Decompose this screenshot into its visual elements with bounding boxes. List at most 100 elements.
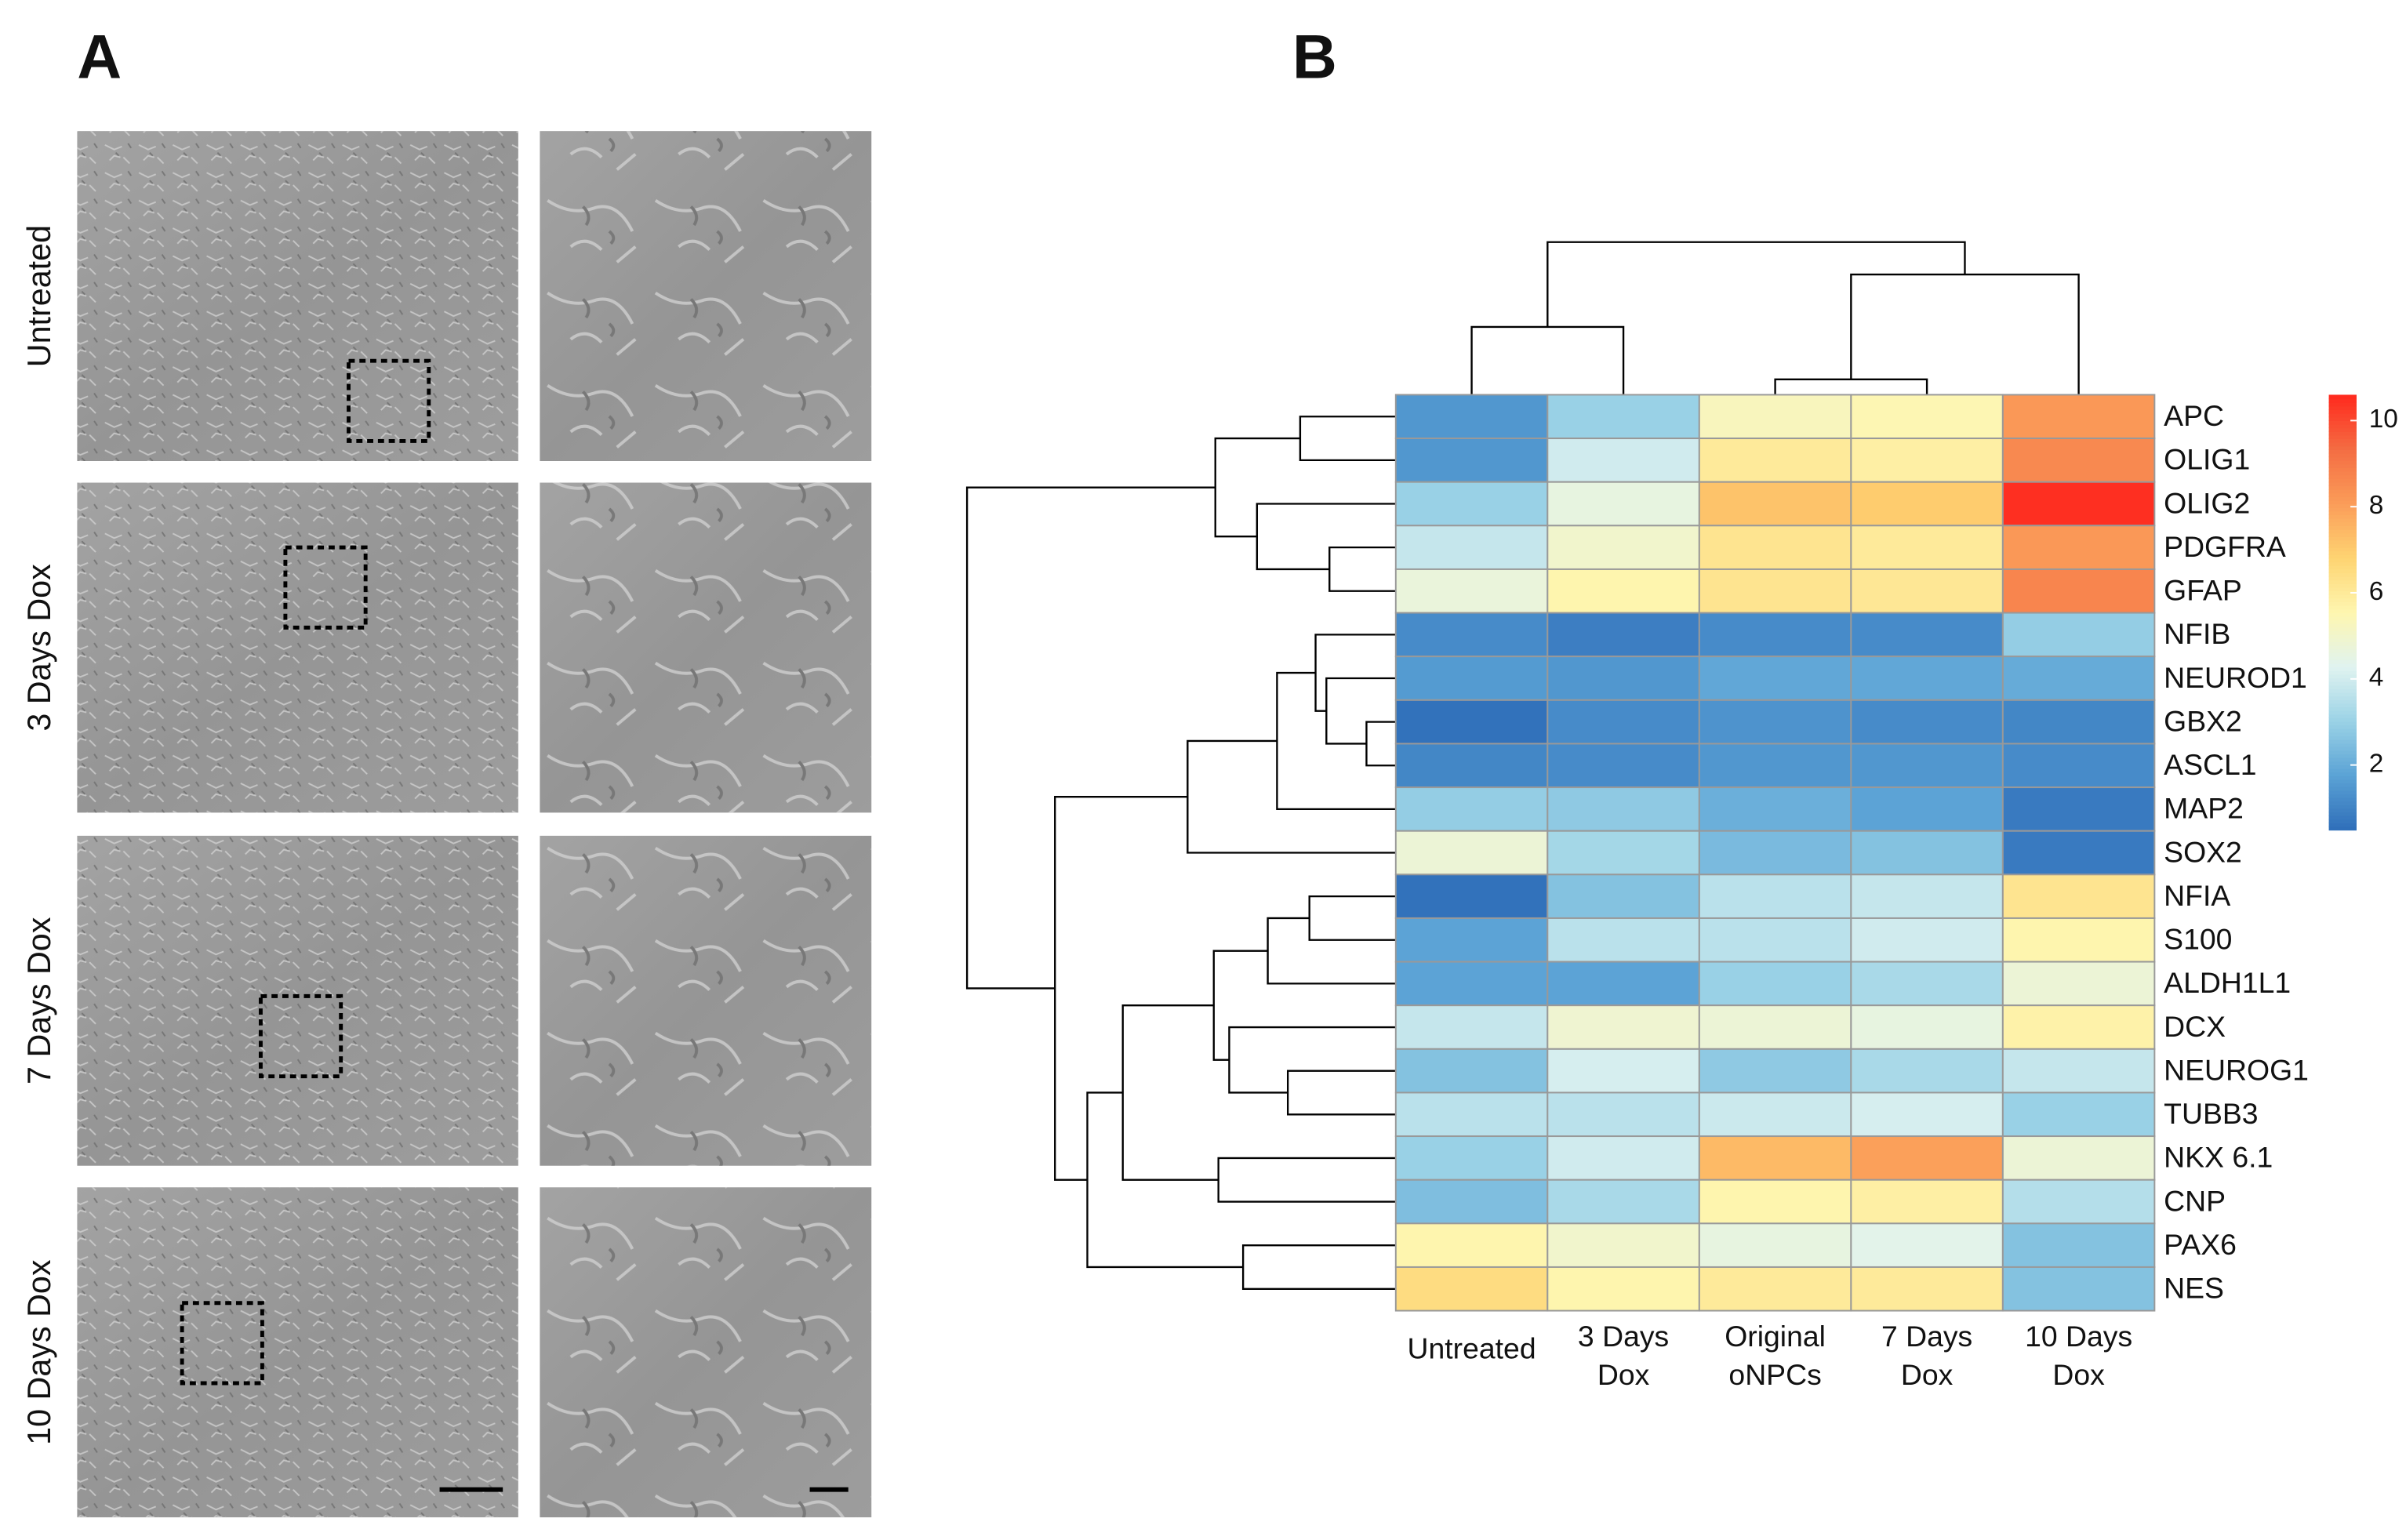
heatmap-cell <box>1546 1179 1700 1225</box>
micrograph-texture <box>77 835 518 1166</box>
heatmap-cell <box>2001 1048 2156 1094</box>
colorbar-segment <box>2328 811 2357 816</box>
colorbar-segment <box>2328 768 2357 773</box>
row-label: MAP2 <box>2164 792 2244 825</box>
heatmap-cell <box>1698 961 1852 1007</box>
colorbar-segment <box>2328 815 2357 820</box>
heatmap-cell <box>1546 1091 1700 1138</box>
colorbar-segment <box>2328 608 2357 613</box>
heatmap-cell <box>1394 961 1549 1007</box>
row-label: S100 <box>2164 923 2232 956</box>
dendrogram-branch <box>1850 273 2080 395</box>
heatmap-cell <box>2001 874 2156 919</box>
heatmap-cell <box>1698 830 1852 876</box>
colorbar-segment <box>2328 528 2357 534</box>
colorbar-segment <box>2328 717 2357 722</box>
zoom-box <box>347 358 431 443</box>
colorbar-segment <box>2328 721 2357 726</box>
heatmap-cell <box>1850 1048 2004 1094</box>
colorbar-tick-label: 2 <box>2369 749 2384 778</box>
heatmap-cell <box>2001 917 2156 963</box>
heatmap-cell <box>1698 568 1852 614</box>
colorbar-segment <box>2328 445 2357 450</box>
heatmap-cell <box>2001 699 2156 745</box>
column-label: Original oNPCs <box>1725 1320 1826 1391</box>
dendrogram-branch <box>1187 739 1396 854</box>
colorbar-segment <box>2328 449 2357 454</box>
heatmap-cell <box>1546 961 1700 1007</box>
row-label: SOX2 <box>2164 835 2242 868</box>
heatmap-cell <box>1394 394 1549 440</box>
heatmap-cell <box>1698 1004 1852 1050</box>
colorbar-segment <box>2328 576 2357 581</box>
heatmap-cell <box>2001 1091 2156 1138</box>
heatmap-cell <box>1850 786 2004 832</box>
heatmap-cell <box>1546 525 1700 570</box>
dendrogram-branch <box>1299 416 1396 462</box>
heatmap-cell <box>1698 525 1852 570</box>
row-label: ASCL1 <box>2164 748 2256 781</box>
heatmap-cell <box>2001 830 2156 876</box>
colorbar-segment <box>2328 565 2357 570</box>
colorbar-segment <box>2328 808 2357 813</box>
heatmap-cell <box>1394 830 1549 876</box>
colorbar-segment <box>2328 743 2357 747</box>
colorbar-segment <box>2328 739 2357 744</box>
heatmap-cell <box>1698 874 1852 919</box>
heatmap-cell <box>1850 1135 2004 1181</box>
colorbar-segment <box>2328 536 2357 541</box>
heatmap-cell <box>1546 481 1700 527</box>
colorbar-segment <box>2328 456 2357 461</box>
colorbar-segment <box>2328 452 2357 458</box>
colorbar-segment <box>2328 481 2357 487</box>
colorbar-segment <box>2328 547 2357 552</box>
heatmap-cell <box>1850 1004 2004 1050</box>
colorbar-segment <box>2328 685 2357 689</box>
row-label: NKX 6.1 <box>2164 1141 2273 1174</box>
heatmap-cell <box>1850 525 2004 570</box>
heatmap-cell <box>1546 699 1700 745</box>
heatmap-cell <box>1394 1004 1549 1050</box>
heatmap-cell <box>1546 394 1700 440</box>
heatmap-cell <box>1546 917 1700 963</box>
heatmap-cell <box>1546 1048 1700 1094</box>
dendrogram-branch <box>1365 721 1396 767</box>
colorbar-segment <box>2328 590 2357 595</box>
colorbar-segment <box>2328 779 2357 784</box>
colorbar-segment <box>2328 463 2357 469</box>
colorbar-segment <box>2328 772 2357 776</box>
colorbar-segment <box>2328 441 2357 447</box>
heatmap-cell <box>1698 743 1852 789</box>
colorbar-segment <box>2328 750 2357 755</box>
colorbar-segment <box>2328 692 2357 697</box>
colorbar-segment <box>2328 594 2357 599</box>
colorbar-segment <box>2328 746 2357 751</box>
colorbar-segment <box>2328 401 2357 407</box>
heatmap-cell <box>1698 786 1852 832</box>
micrograph-texture <box>77 131 518 462</box>
panel-letter: A <box>77 22 122 91</box>
colorbar-segment <box>2328 612 2357 617</box>
colorbar-segment <box>2328 558 2357 563</box>
heatmap-cell <box>1546 1004 1700 1050</box>
heatmap-cell <box>2001 1004 2156 1050</box>
colorbar-segment <box>2328 703 2357 708</box>
dendrogram-branch <box>1774 378 1928 395</box>
heatmap-cell <box>1850 961 2004 1007</box>
colorbar-segment <box>2328 459 2357 465</box>
colorbar-segment <box>2328 470 2357 476</box>
heatmap-cell <box>1546 743 1700 789</box>
heatmap-cell <box>1394 874 1549 919</box>
colorbar-segment <box>2328 416 2357 421</box>
colorbar-segment <box>2328 764 2357 769</box>
colorbar-segment <box>2328 804 2357 809</box>
heatmap-cell <box>2001 1266 2156 1312</box>
colorbar-segment <box>2328 438 2357 443</box>
row-label: PAX6 <box>2164 1228 2237 1261</box>
dendrogram-branch <box>1470 325 1625 395</box>
heatmap-cell <box>2001 568 2156 614</box>
heatmap-cell <box>1546 1222 1700 1268</box>
row-label: 7 Days Dox <box>21 917 57 1084</box>
heatmap-cell <box>1698 699 1852 745</box>
